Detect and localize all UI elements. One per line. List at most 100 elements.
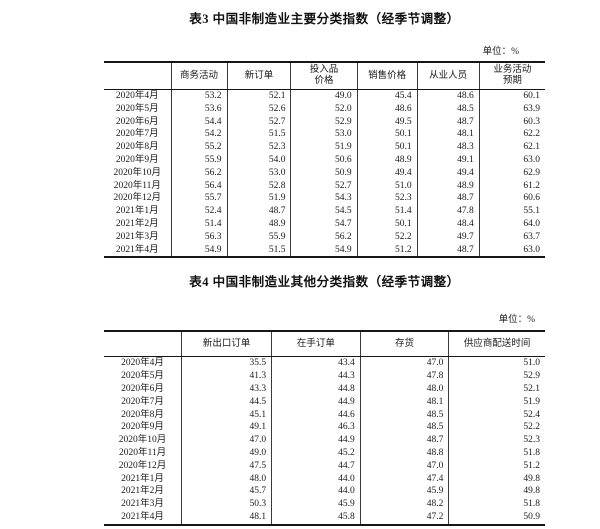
column-header: 在手订单 [271,331,361,358]
table-row: 2020年6月 54.4 52.7 52.9 49.5 48.7 60.3 [104,115,545,129]
value-cell: 49.7 [416,230,480,244]
value-cell: 50.9 [448,510,545,525]
row-label: 2020年7月 [115,129,159,140]
column-header: 投入品 价格 [290,62,358,90]
value-cell: 48.9 [416,179,480,193]
value-cell: 45.9 [359,485,449,499]
value-cell: 48.9 [226,217,291,231]
row-label: 2020年5月 [121,371,164,382]
row-label: 2021年3月 [121,499,164,510]
value-cell: 52.9 [448,370,545,383]
value-cell: 63.7 [478,230,545,244]
row-label: 2021年4月 [115,244,159,255]
document-body: 表3 中国非制造业主要分类指数（经季节调整） 单位：% 商务活动 新订单 投入品 价… [104,0,545,526]
header-row: 新出口订单 在手订单 存货 供应商配送时间 [104,331,545,358]
row-label: 2020年5月 [115,103,159,114]
table-row: 2020年6月 43.3 44.8 48.0 52.1 [104,382,545,396]
value-cell: 45.1 [181,408,272,422]
value-cell: 54.5 [290,205,358,218]
value-cell: 48.8 [359,446,449,460]
value-cell: 50.1 [356,128,418,142]
value-cell: 52.7 [290,179,358,193]
row-label: 2020年4月 [115,91,159,101]
table-row: 2020年10月 47.0 44.9 48.7 52.3 [104,434,545,447]
value-cell: 56.2 [290,230,358,244]
value-cell: 48.6 [356,102,418,116]
table4-unit-label: 单位：% [498,315,535,326]
table-row: 2020年8月 55.2 52.3 51.9 50.1 48.3 62.1 [104,141,545,154]
value-cell: 49.8 [448,485,545,499]
row-label: 2020年12月 [118,460,167,471]
value-cell: 52.3 [356,192,418,206]
corner-cell [104,331,182,358]
column-header: 商务活动 [170,62,228,90]
value-cell: 49.4 [356,166,418,180]
table-row: 2020年9月 49.1 46.3 48.5 52.2 [104,421,545,435]
value-cell: 51.0 [448,356,545,371]
value-cell: 51.2 [448,459,545,473]
table4-section: 表4 中国非制造业其他分类指数（经季节调整） 单位：% 新出口订单 在手订单 存货供… [104,274,545,526]
value-cell: 50.1 [356,141,418,154]
value-cell: 51.8 [448,498,545,511]
value-cell: 46.3 [271,421,361,435]
value-cell: 48.5 [359,408,449,422]
table-row: 2020年5月 53.6 52.6 52.0 48.6 48.5 63.9 [104,102,545,116]
value-cell: 62.9 [478,166,545,180]
value-cell: 44.7 [271,459,361,473]
value-cell: 52.1 [448,382,545,396]
row-label: 2020年11月 [118,447,167,458]
value-cell: 62.1 [478,141,545,154]
table-row: 2020年7月 44.5 44.9 48.1 51.9 [104,395,545,409]
value-cell: 49.0 [290,89,358,103]
column-header: 新订单 [226,62,291,90]
value-cell: 63.9 [478,102,545,116]
column-header: 新出口订单 [181,331,272,358]
value-cell: 56.4 [170,179,228,193]
value-cell: 64.0 [478,217,545,231]
table-row: 2020年11月 49.0 45.2 48.8 51.8 [104,446,545,460]
table3-title: 表3 中国非制造业主要分类指数（经季节调整） [189,12,460,26]
row-label: 2021年4月 [121,511,164,522]
row-label: 2020年9月 [121,422,164,433]
table-row: 2020年8月 45.1 44.6 48.5 52.4 [104,408,545,422]
value-cell: 48.3 [416,141,480,154]
value-cell: 55.9 [170,153,228,167]
value-cell: 55.9 [226,230,291,244]
column-header: 从业人员 [416,62,480,90]
row-label: 2021年3月 [115,231,159,242]
value-cell: 49.0 [181,446,272,460]
value-cell: 54.3 [290,192,358,206]
value-cell: 52.2 [356,230,418,244]
row-label: 2021年2月 [115,218,159,229]
value-cell: 51.4 [170,217,228,231]
value-cell: 50.3 [181,498,272,511]
table-row: 2021年3月 50.3 45.9 48.2 51.8 [104,498,545,511]
value-cell: 63.0 [478,153,545,167]
table-row: 2020年12月 47.5 44.7 47.0 51.2 [104,459,545,473]
value-cell: 60.6 [478,192,545,206]
row-label: 2021年1月 [121,473,164,484]
value-cell: 44.9 [271,395,361,409]
column-header: 业务活动 预期 [478,62,545,90]
value-cell: 49.8 [448,472,545,486]
value-cell: 51.5 [226,243,291,258]
row-label: 2020年8月 [121,409,164,420]
table-row: 2021年2月 45.7 44.0 45.9 49.8 [104,485,545,499]
value-cell: 62.2 [478,128,545,142]
value-cell: 51.8 [448,446,545,460]
table3: 商务活动 新订单 投入品 价格 销售价格 从业人员 业务活动 预期 2020年4月 53.2… [104,61,545,259]
value-cell: 48.2 [359,498,449,511]
corner-cell [104,62,172,90]
value-cell: 54.9 [290,243,358,258]
value-cell: 48.5 [416,102,480,116]
column-header: 供应商配送时间 [448,331,545,358]
value-cell: 50.9 [290,166,358,180]
value-cell: 60.1 [478,89,545,103]
value-cell: 53.0 [290,128,358,142]
value-cell: 53.2 [170,89,228,103]
row-label: 2020年9月 [115,154,159,165]
table-row: 2020年11月 56.4 52.8 52.7 51.0 48.9 61.2 [104,179,545,193]
table-row: 2020年5月 41.3 44.3 47.8 52.9 [104,370,545,383]
value-cell: 44.0 [271,485,361,499]
value-cell: 44.0 [271,472,361,486]
